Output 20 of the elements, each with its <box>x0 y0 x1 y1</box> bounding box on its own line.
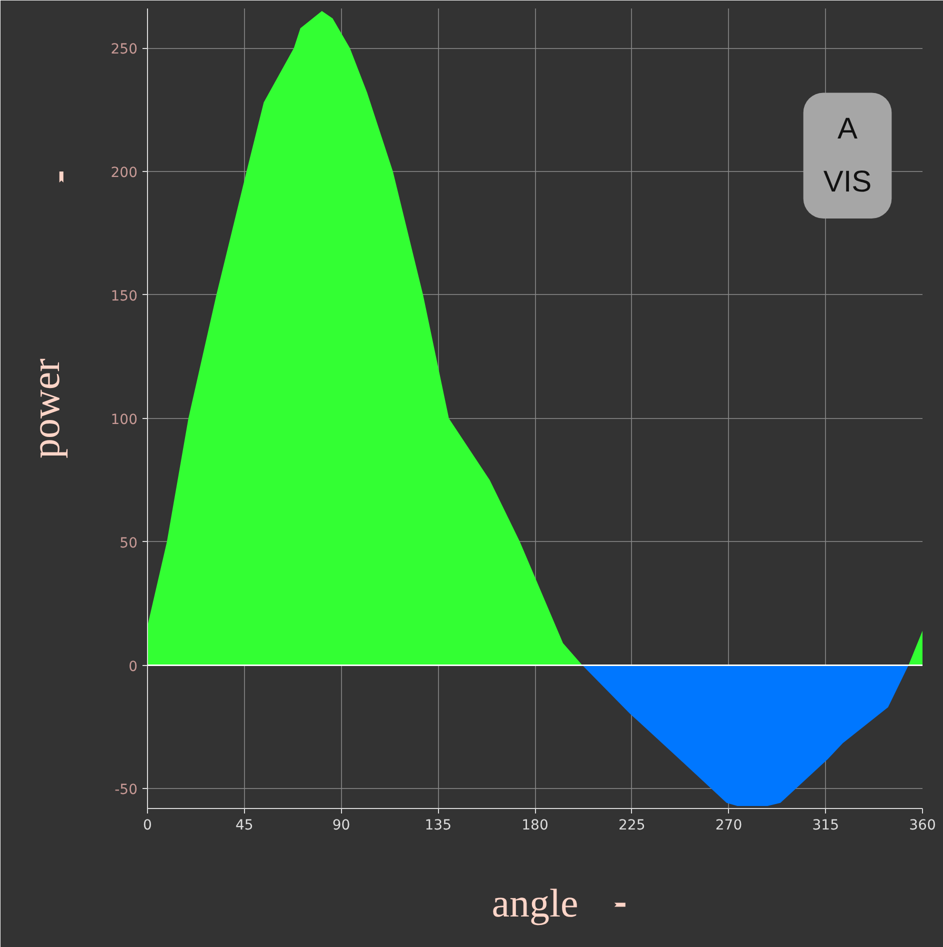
y-tick-label: 150 <box>110 288 138 304</box>
x-tick-label: 90 <box>332 818 350 834</box>
x-tick-label: 180 <box>522 818 548 834</box>
x-tick-label: 315 <box>812 818 839 834</box>
x-tick-label: 0 <box>143 818 152 834</box>
y-tick-label: 100 <box>110 412 138 428</box>
y-tick-label: 50 <box>120 535 138 552</box>
x-tick-label: 225 <box>618 818 646 834</box>
y-tick-label: 0 <box>128 658 138 675</box>
y-tick-label: -50 <box>114 782 138 798</box>
x-axis-title: angle <box>492 880 578 926</box>
annotation: VIS <box>823 166 872 198</box>
x-tick-label: 135 <box>424 818 452 834</box>
x-tick-label: 270 <box>715 818 742 834</box>
x-tick-label: 45 <box>235 818 254 834</box>
x-tick-label: 360 <box>909 818 936 834</box>
y-tick-label: 200 <box>110 164 138 181</box>
y-axis-title: power <box>22 358 68 458</box>
annotation: A <box>837 112 858 146</box>
y-tick-label: 250 <box>110 42 138 58</box>
